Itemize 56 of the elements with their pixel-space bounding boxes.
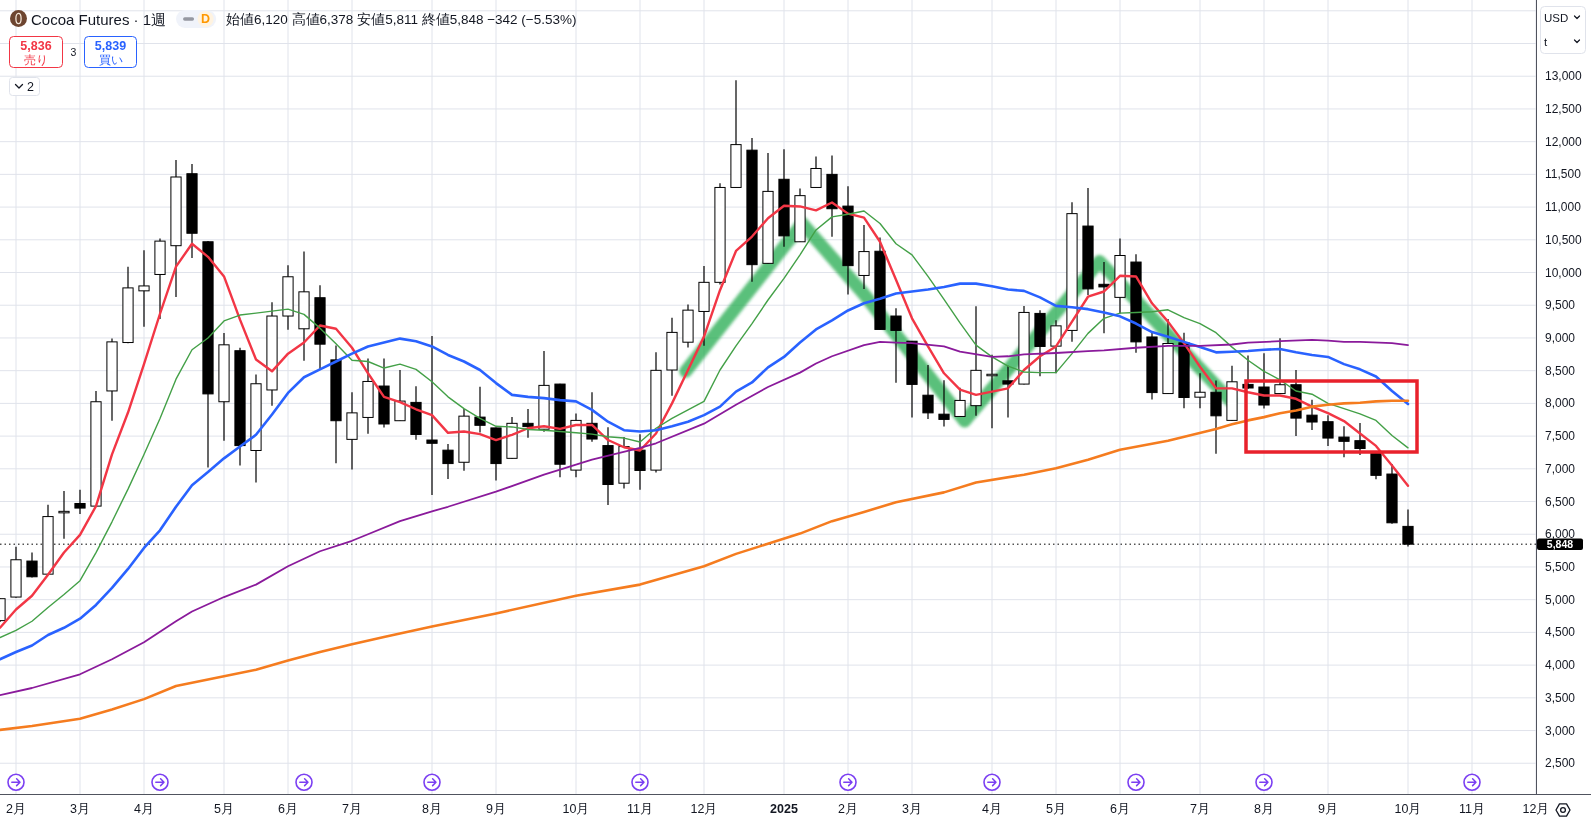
x-tick-label: 12月 — [1522, 802, 1550, 816]
y-tick-label: 8,500 — [1545, 363, 1576, 378]
x-tick-label: 11月 — [627, 802, 653, 816]
y-tick-label: 5,000 — [1545, 592, 1576, 607]
y-tick-label: 4,500 — [1545, 625, 1576, 640]
x-tick-label: 10月 — [562, 802, 590, 816]
y-tick-label: 8,000 — [1545, 396, 1576, 411]
y-tick-label: 10,500 — [1545, 232, 1582, 247]
y-tick-label: 10,000 — [1545, 265, 1582, 280]
annotation: t — [1544, 35, 1548, 48]
x-tick-label: 9月 — [486, 802, 506, 816]
title: Cocoa Futures · 1週 — [31, 10, 167, 28]
annotation: 売り — [24, 52, 48, 67]
annotation: 5,839 — [94, 38, 127, 53]
y-tick-label: 12,000 — [1545, 134, 1582, 149]
y-tick-label: 6,500 — [1545, 494, 1576, 509]
annotation: 3 — [70, 46, 77, 58]
x-tick-label: 6月 — [278, 802, 298, 816]
y-tick-label: 3,000 — [1545, 723, 1576, 738]
x-tick-label: 3月 — [70, 802, 90, 816]
y-tick-label: 4,000 — [1545, 658, 1576, 673]
annotation: 買い — [98, 52, 123, 67]
y-tick-label: 9,500 — [1545, 298, 1576, 313]
x-tick-label: 6月 — [1110, 802, 1130, 816]
subtitle: 始値6,120 高値6,378 安値5,811 終値5,848 −342 (−5.53%) — [226, 11, 577, 27]
y-tick-label: 2,500 — [1545, 756, 1576, 771]
x-tick-label: 8月 — [1254, 802, 1274, 816]
y-tick-label: 13,000 — [1545, 69, 1582, 84]
x-tick-label: 2月 — [6, 802, 26, 816]
y-tick-label: 9,000 — [1545, 330, 1576, 345]
x-tick-label: 7月 — [1190, 802, 1210, 816]
x-tick-label: 5月 — [1046, 802, 1066, 816]
annotation: USD — [1544, 11, 1569, 24]
x-tick-label: 10月 — [1394, 802, 1422, 816]
y-tick-label: 7,500 — [1545, 429, 1576, 444]
annotation: 5,836 — [20, 38, 52, 53]
x-tick-label: 4月 — [982, 802, 1002, 816]
annotation: D — [201, 12, 211, 26]
y-tick-label: 5,500 — [1545, 559, 1576, 574]
x-tick-label: 2月 — [838, 802, 858, 816]
y-tick-label: 3,500 — [1545, 690, 1576, 705]
x-tick-label: 5月 — [214, 802, 234, 816]
y-tick-label: 7,000 — [1545, 461, 1576, 476]
x-tick-label: 4月 — [134, 802, 154, 816]
x-tick-label: 9月 — [1318, 802, 1338, 816]
x-tick-label: 2025 — [770, 802, 798, 816]
x-tick-label: 12月 — [690, 802, 718, 816]
x-tick-label: 8月 — [422, 802, 442, 816]
y-tick-label: 11,500 — [1545, 167, 1581, 182]
x-tick-label: 3月 — [902, 802, 922, 816]
x-tick-label: 7月 — [342, 802, 362, 816]
ref-line-label: 5,848 — [1537, 538, 1583, 551]
y-tick-label: 12,500 — [1545, 101, 1582, 116]
y-tick-label: 11,000 — [1545, 200, 1581, 215]
annotation: 2 — [27, 79, 34, 94]
x-tick-label: 11月 — [1459, 802, 1485, 816]
